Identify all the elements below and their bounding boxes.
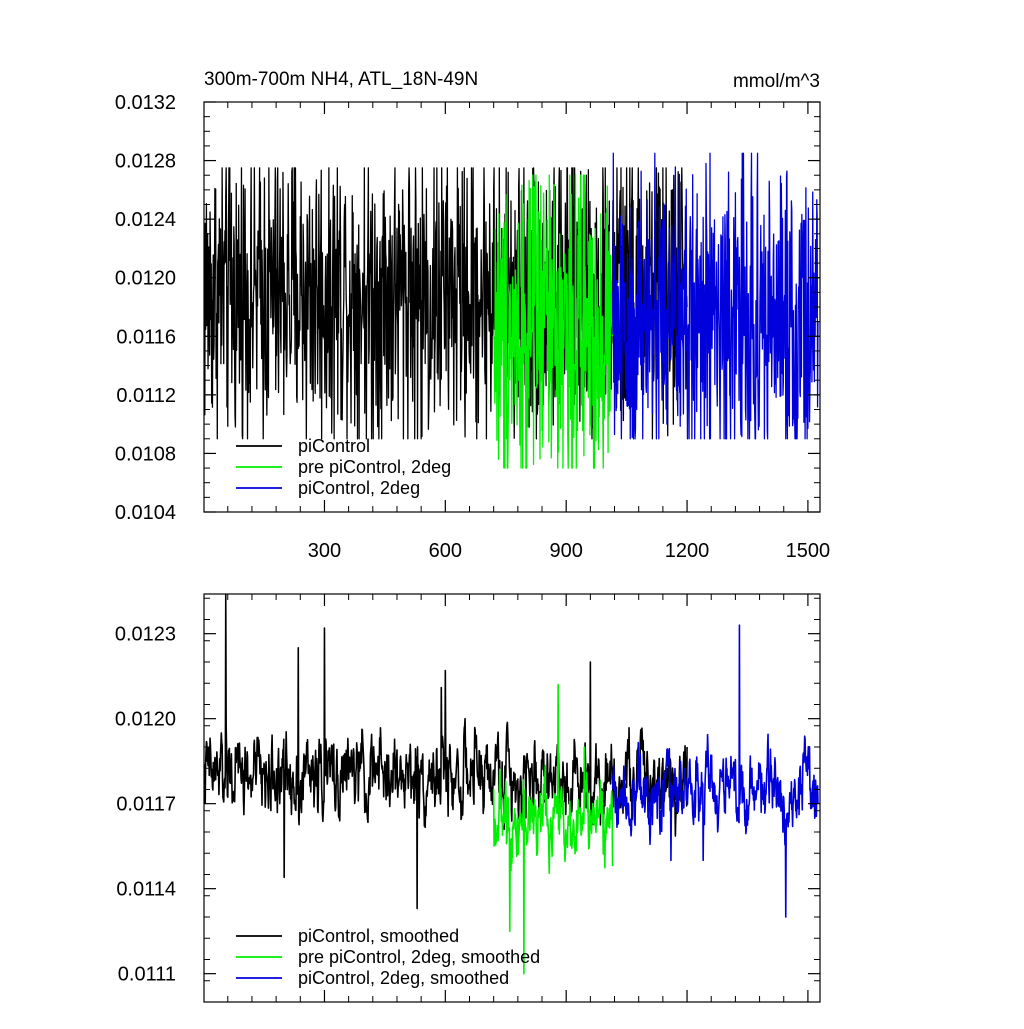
series-line-piControl-2deg (611, 152, 819, 440)
x-tick-label: 600 (429, 540, 462, 562)
y-tick-label: 0.0120 (115, 709, 176, 731)
chart-title: 300m-700m NH4, ATL_18N-49N (204, 69, 478, 90)
y-tick-label: 0.0132 (115, 92, 176, 114)
chart-panel-2: 0.0111 0.0114 0.0117 0.0120 0.0123 piControl,… (115, 593, 821, 1003)
x-tick-label: 900 (549, 540, 582, 562)
series-line-piControl-2deg (611, 624, 819, 918)
legend-label: piControl, 2deg (298, 478, 420, 498)
y-tick-label: 0.0123 (115, 624, 176, 646)
legend-label: pre piControl, 2deg (298, 457, 451, 477)
units-label: mmol/m^3 (733, 71, 820, 92)
x-tick-label: 1200 (665, 540, 710, 562)
series-line-pre-piControl-2deg (493, 174, 614, 469)
y-tick-label: 0.0111 (118, 964, 176, 986)
series-line-piControl (204, 594, 688, 910)
x-tick-label: 1500 (786, 540, 831, 562)
series-line-pre-piControl-2deg (492, 683, 614, 975)
legend-label: piControl (298, 436, 370, 456)
y-tick-label: 0.0114 (116, 879, 176, 901)
plot-frame (203, 593, 821, 1003)
chart-panel-1: 0.0104 0.0108 0.0112 0.0116 0.0120 0.0124 0.01… (115, 92, 830, 562)
y-tick-label: 0.0108 (115, 443, 176, 465)
x-tick-label: 300 (308, 540, 341, 562)
y-tick-label: 0.0128 (115, 151, 176, 173)
y-tick-label: 0.0116 (116, 326, 176, 348)
legend-label: pre piControl, 2deg, smoothed (298, 947, 540, 967)
y-tick-label: 0.0104 (115, 502, 176, 524)
y-tick-label: 0.0124 (115, 209, 176, 231)
y-tick-label: 0.0112 (116, 385, 176, 407)
y-tick-label: 0.0120 (115, 268, 176, 290)
legend-label: piControl, smoothed (298, 926, 459, 946)
legend-label: piControl, 2deg, smoothed (298, 968, 509, 988)
y-tick-label: 0.0117 (116, 794, 176, 816)
